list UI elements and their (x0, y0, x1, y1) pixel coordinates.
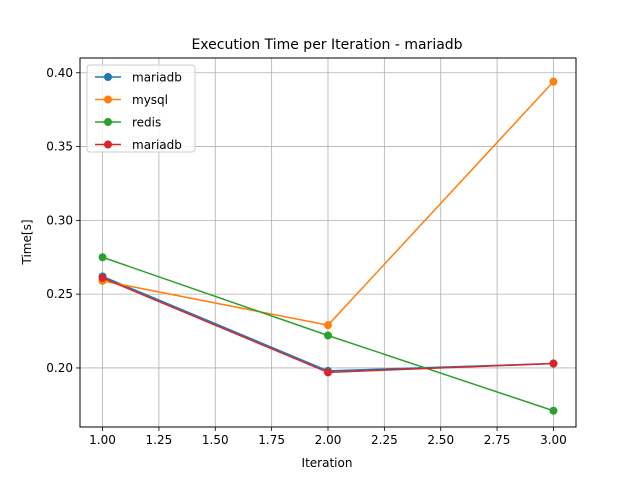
y-axis-label: Time[s] (20, 220, 34, 266)
series-group (98, 77, 558, 415)
x-tick-label: 1.75 (258, 433, 285, 447)
y-tick-label: 0.30 (46, 213, 73, 227)
x-tick-label: 3.00 (540, 433, 567, 447)
data-point-redis (324, 331, 332, 340)
chart-title: Execution Time per Iteration - mariadb (191, 37, 462, 53)
y-tick-label: 0.35 (46, 140, 73, 154)
legend: mariadb mysql redis mariadb (86, 64, 196, 153)
legend-marker (104, 95, 112, 104)
x-tick-label: 2.25 (371, 433, 398, 447)
data-point-mysql (324, 321, 332, 330)
data-point-mysql (549, 77, 558, 86)
axis-ticks: 1.00 1.25 1.50 1.75 2.00 2.25 2.50 2.75 3.00 0.20… (46, 66, 567, 447)
y-tick-label: 0.25 (46, 287, 73, 301)
legend-marker (104, 140, 112, 149)
x-tick-label: 2.50 (427, 433, 454, 447)
legend-label: mariadb (132, 71, 182, 85)
y-tick-label: 0.40 (46, 66, 73, 80)
legend-box (86, 64, 196, 153)
data-point-redis (549, 406, 558, 415)
data-point-mariadb (549, 359, 558, 368)
x-tick-label: 2.00 (315, 433, 342, 447)
data-point-mariadb (324, 368, 332, 377)
legend-marker (104, 73, 112, 81)
data-point-redis (98, 253, 107, 262)
legend-marker (104, 118, 112, 126)
x-axis-label: Iteration (302, 456, 353, 470)
y-tick-label: 0.20 (46, 361, 73, 375)
x-tick-label: 1.00 (89, 433, 116, 447)
legend-label: mariadb (132, 138, 182, 152)
x-tick-label: 2.75 (484, 433, 511, 447)
x-tick-label: 1.50 (202, 433, 229, 447)
legend-label: redis (132, 116, 161, 130)
data-point-mariadb (98, 273, 107, 282)
x-tick-label: 1.25 (146, 433, 173, 447)
legend-label: mysql (132, 93, 168, 107)
